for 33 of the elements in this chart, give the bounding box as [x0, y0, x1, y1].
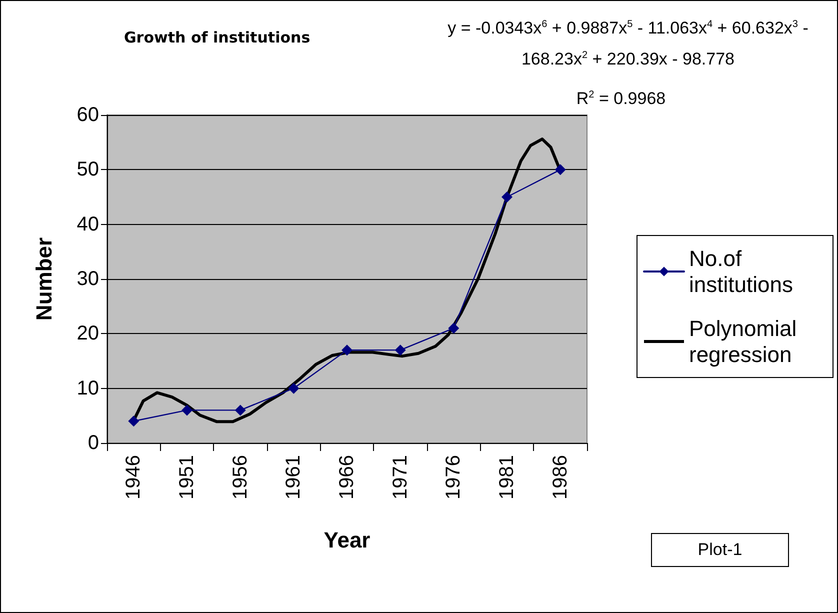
x-tick-label: 1946	[122, 455, 145, 500]
x-tick-label: 1951	[176, 455, 198, 500]
legend-label: No.of institutions	[689, 246, 793, 297]
y-tick-label: 60	[76, 104, 99, 126]
y-tick-label: 20	[76, 322, 99, 345]
y-tick-label: 50	[76, 158, 99, 181]
x-tick-label: 1961	[282, 455, 305, 500]
y-tick-label: 10	[76, 377, 99, 400]
x-tick-label: 1971	[389, 455, 412, 500]
point	[234, 404, 246, 416]
point	[128, 416, 140, 427]
point	[182, 404, 192, 416]
point	[394, 344, 406, 356]
x-tick-label: 1956	[229, 455, 252, 500]
x-axis-title: Year	[324, 528, 371, 552]
y-axis-title: Number	[32, 237, 56, 321]
y-tick-label: 40	[76, 213, 99, 236]
point	[448, 322, 460, 334]
text: y = -0.0343x$^{6}$ + 0.9887x$^{5}$ - 11.063x$^{4}$ + 60.632x$^{3}$ - 168.23x$^{2}$ + 220.39x - 98.778	[448, 18, 808, 68]
x-tick-label: 1976	[442, 455, 465, 500]
x-tick-label: 1981	[496, 455, 518, 500]
point	[554, 164, 566, 176]
chart-title: Growth of institutions	[124, 28, 310, 46]
point	[502, 192, 512, 202]
x-tick-label: 1986	[549, 455, 572, 500]
legend-label: Polynomial regression	[689, 316, 803, 367]
point	[288, 382, 300, 394]
y-tick-label: 0	[88, 432, 99, 454]
text: R$^{2}$ = 0.9968	[575, 89, 667, 109]
text: Plot-1	[651, 533, 789, 567]
point	[342, 344, 352, 356]
x-tick-label: 1966	[336, 455, 358, 500]
y-tick-label: 30	[76, 268, 99, 290]
